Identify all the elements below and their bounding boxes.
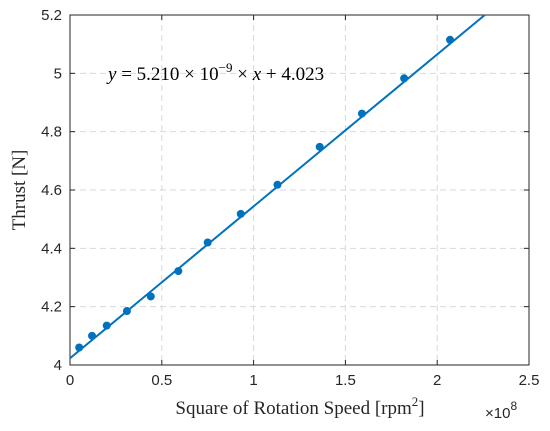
x-tick-label: 0.5 <box>151 372 172 389</box>
data-point <box>122 307 131 316</box>
x-axis-label: Square of Rotation Speed [rpm2] <box>175 394 424 419</box>
data-point <box>273 180 282 189</box>
y-tick-label: 4.8 <box>41 124 62 141</box>
data-point <box>146 292 155 301</box>
x-multiplier-exp: 8 <box>510 399 517 413</box>
x-tick-label: 2 <box>433 372 441 389</box>
data-point <box>236 209 245 218</box>
data-point <box>75 343 84 352</box>
x-axis-label-end: ] <box>418 398 424 419</box>
x-axis-label-main: Square of Rotation Speed [rpm <box>175 398 412 419</box>
data-point <box>174 267 183 276</box>
equation-intercept: + 4.023 <box>261 64 324 85</box>
data-point <box>88 331 97 340</box>
y-tick-label: 5 <box>54 65 62 82</box>
fit-equation: y = 5.210 × 10−9 × x + 4.023 <box>106 60 324 85</box>
data-point <box>102 321 111 330</box>
equation-x-var: x <box>252 64 262 85</box>
x-multiplier-base: ×10 <box>485 405 510 422</box>
x-tick-label: 1 <box>249 372 257 389</box>
x-tick-label: 2.5 <box>519 372 540 389</box>
data-point <box>357 109 366 118</box>
data-point <box>446 35 455 44</box>
data-points <box>75 35 455 352</box>
data-point <box>400 74 409 83</box>
data-point <box>203 238 212 247</box>
x-axis-label-sup: 2 <box>412 394 419 409</box>
equation-exponent: −9 <box>219 60 233 75</box>
y-tick-label: 4.4 <box>41 240 62 257</box>
y-tick-label: 5.2 <box>41 7 62 24</box>
x-axis: 0 0.5 1 1.5 2 2.5 <box>66 15 540 389</box>
y-axis-label: Thrust [N] <box>9 150 30 231</box>
y-tick-label: 4 <box>54 357 62 374</box>
grid <box>70 15 529 365</box>
y-axis: 4 4.2 4.4 4.6 4.8 5 5.2 <box>41 7 529 374</box>
y-tick-label: 4.6 <box>41 182 62 199</box>
equation-y-var: y <box>106 64 117 85</box>
x-tick-label: 1.5 <box>335 372 356 389</box>
equation-times: × <box>232 64 252 85</box>
data-point <box>315 142 324 151</box>
equation-coef: = 5.210 × 10 <box>116 64 218 85</box>
x-multiplier: ×108 <box>485 399 517 422</box>
x-tick-label: 0 <box>66 372 74 389</box>
y-tick-label: 4.2 <box>41 299 62 316</box>
